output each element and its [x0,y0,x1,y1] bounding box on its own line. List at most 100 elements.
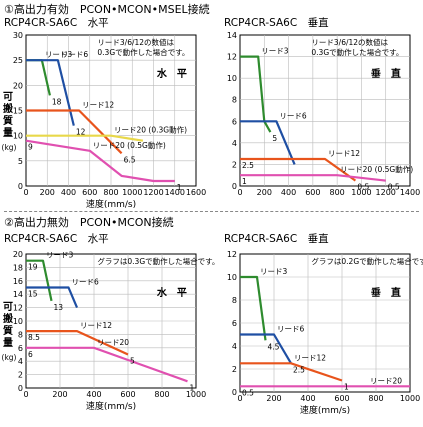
value-annotation: 5 [130,357,135,366]
series-line [26,286,79,309]
chart-note: グラフは0.3Gで動作した場合です。 [97,256,219,266]
chart-title: RCP4CR-SA6C 水平 [4,17,109,29]
value-annotation: 1 [190,383,195,392]
plot-area [239,34,411,187]
y-tick-label: 20 [13,250,23,259]
series-label: リード6 [72,278,99,287]
svg-text:量: 量 [3,126,13,139]
x-tick-label: 1000 [400,394,420,403]
y-tick-label: 2 [18,371,23,380]
svg-text:0.3Gで動作した場合です。: 0.3Gで動作した場合です。 [311,47,403,57]
chart-note: グラフは0.2Gで動作した場合です。 [311,256,423,266]
series-label: リード6 [277,325,304,334]
y-tick-label: 15 [13,107,23,116]
chart-2: RCP4CR-SA6C 垂直 0 200 400 600 800 1000 1200 1400 0… [224,16,420,197]
value-annotation: 18 [52,97,62,106]
series-line [26,330,129,356]
x-tick-label: 0 [23,390,28,399]
x-tick-label: 400 [86,390,101,399]
svg-text:リード3/6/12の数値は: リード3/6/12の数値は [311,37,388,47]
x-tick-label: 800 [368,394,383,403]
y-tick-label: 6 [232,117,237,126]
y-tick-label: 12 [227,250,237,259]
series-label: リード3 [260,267,287,276]
series-label: リード12 [80,321,112,330]
section-heading-2: ②高出力無効 PCON•MCON接続 [4,215,174,229]
svg-text:量: 量 [3,336,13,349]
svg-text:(kg): (kg) [2,143,17,152]
y-tick-label: 14 [13,290,23,299]
series-label: リード20 [370,376,402,385]
x-tick-label: 200 [52,390,67,399]
value-annotation: 9 [28,143,33,152]
x-tick-label: 600 [334,394,349,403]
series-label: リード20 (0.3G動作) [114,125,187,135]
series-label: リード3 [261,47,288,56]
x-tick-label: 800 [330,188,345,197]
y-tick-label: 8 [232,296,237,305]
y-tick-label: 6 [18,344,23,353]
x-tick-label: 600 [305,188,320,197]
chart-3: RCP4CR-SA6C 水平0 200 400 600 800 1000024681012… [2,233,220,412]
x-tick-label: 1400 [165,188,185,197]
series-line [240,333,292,364]
y-tick-label: 5 [18,157,23,166]
value-annotation: 2.5 [293,365,305,374]
x-tick-label: 800 [103,188,118,197]
y-tick-label: 4 [232,342,237,351]
x-tick-label: 0 [237,394,242,403]
value-annotation: 8.5 [28,333,40,342]
value-annotation: 0.5 [242,388,254,397]
series-line [240,275,267,341]
section-divider [4,211,419,212]
value-annotation: 1 [177,183,182,192]
x-tick-label: 1000 [122,188,142,197]
series-label: リード20 (0.5G動作) [340,164,413,174]
svg-text:可: 可 [3,91,13,103]
orientation-label: 水 平 [156,67,187,80]
y-tick-label: 10 [13,317,23,326]
value-annotation: 1 [344,383,349,392]
y-tick-label: 8 [18,330,23,339]
y-tick-label: 0 [18,182,23,191]
orientation-label: 垂 直 [371,67,401,80]
value-annotation: 0.5 [357,183,369,192]
x-tick-label: 400 [61,188,76,197]
svg-text:グラフは0.3Gで動作した場合です。: グラフは0.3Gで動作した場合です。 [97,256,219,266]
series-line [240,157,357,182]
chart-title: RCP4CR-SA6C 垂直 [224,16,329,29]
x-tick-label: 1000 [351,188,371,197]
x-tick-label: 1000 [186,390,206,399]
x-tick-label: 400 [281,188,296,197]
value-annotation: 19 [28,263,38,272]
svg-text:可: 可 [3,301,13,313]
y-tick-label: 12 [13,304,23,313]
x-tick-label: 200 [257,188,272,197]
series-label: リード3 [46,251,73,260]
series-line [240,120,296,165]
x-tick-label: 1200 [376,188,396,197]
x-tick-label: 0 [237,188,242,197]
orientation-label: 垂 直 [371,286,401,299]
y-tick-label: 2 [232,160,237,169]
chart-title: RCP4CR-SA6C 垂直 [224,232,329,245]
svg-text:質: 質 [3,114,13,127]
orientation-label: 水 平 [156,286,187,299]
x-tick-label: 400 [300,394,315,403]
chart-4: RCP4CR-SA6C 垂直0 200 400 600 800 1000024681012… [224,232,423,416]
series-line [25,139,175,183]
x-tick-label: 600 [120,390,135,399]
y-tick-label: 2 [232,365,237,374]
x-tick-label: 600 [82,188,97,197]
svg-text:(kg): (kg) [2,353,17,362]
y-tick-label: 14 [227,31,237,40]
series-line [26,346,188,383]
svg-text:搬: 搬 [3,312,13,325]
x-tick-label: 1400 [400,188,420,197]
y-tick-label: 4 [18,357,23,366]
y-tick-label: 18 [13,263,23,272]
y-tick-label: 10 [227,74,237,83]
